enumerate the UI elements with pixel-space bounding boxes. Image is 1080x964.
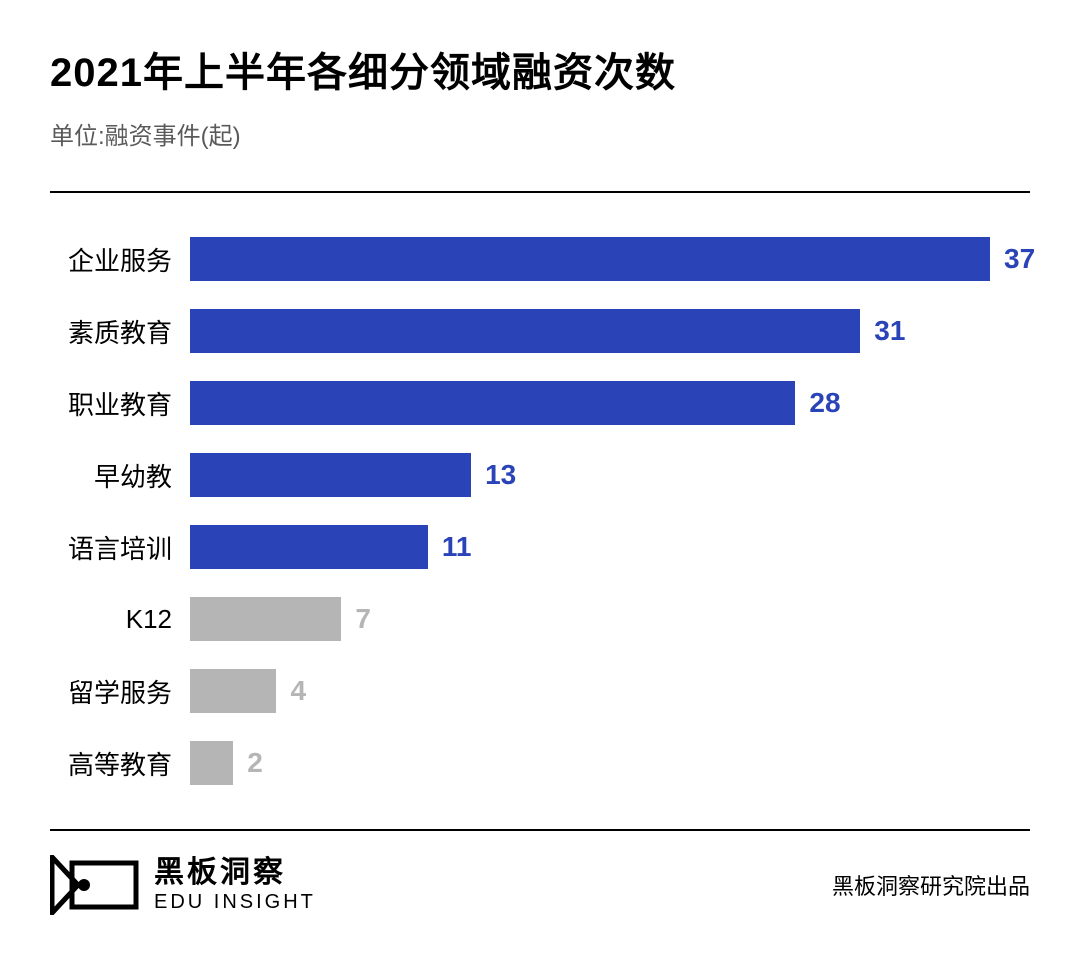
bar-row: K12 7 (50, 583, 1030, 655)
bar-value: 28 (809, 387, 840, 419)
bar-row: 素质教育 31 (50, 295, 1030, 367)
bar-row: 企业服务37 (50, 223, 1030, 295)
bar-label: 企业服务 (50, 241, 190, 278)
bar-row: 语言培训 11 (50, 511, 1030, 583)
bar-label: 早幼教 (50, 457, 190, 494)
bar-fill (190, 741, 233, 785)
bar-row: 留学服务 4 (50, 655, 1030, 727)
bar-fill (190, 669, 276, 713)
bar-fill (190, 309, 860, 353)
bar-value: 7 (355, 603, 371, 635)
bar-row: 早幼教 13 (50, 439, 1030, 511)
brand-block: 黑板洞察 EDU INSIGHT (50, 855, 316, 915)
bar-row: 高等教育 2 (50, 727, 1030, 799)
bar-value: 31 (874, 315, 905, 347)
bar-value: 2 (247, 747, 263, 779)
bar-track: 13 (190, 453, 1030, 497)
bar-track: 31 (190, 309, 1030, 353)
bar-track: 37 (190, 237, 1035, 281)
brand-name-cn: 黑板洞察 (154, 856, 316, 891)
bar-track: 28 (190, 381, 1030, 425)
bar-value: 13 (485, 459, 516, 491)
footer: 黑板洞察 EDU INSIGHT 黑板洞察研究院出品 (50, 831, 1030, 915)
bar-label: 留学服务 (50, 673, 190, 710)
brand-name-en: EDU INSIGHT (154, 891, 316, 914)
bar-track: 2 (190, 741, 1030, 785)
chart-area: 企业服务37 素质教育 31 职业教育 28 早幼教 13 语言培训 11 K12 7 留学服务 4 高等… (50, 191, 1030, 819)
bar-value: 11 (442, 531, 472, 563)
bar-track: 4 (190, 669, 1030, 713)
chart-title: 2021年上半年各细分领域融资次数 (50, 40, 1030, 98)
bar-label: 职业教育 (50, 385, 190, 422)
brand-text: 黑板洞察 EDU INSIGHT (154, 856, 316, 914)
credit-text: 黑板洞察研究院出品 (832, 869, 1030, 901)
bar-value: 37 (1004, 243, 1035, 275)
bar-label: 高等教育 (50, 745, 190, 782)
bar-fill (190, 381, 795, 425)
chart-subtitle: 单位:融资事件(起) (50, 116, 1030, 151)
bar-track: 7 (190, 597, 1030, 641)
bar-fill (190, 453, 471, 497)
brand-logo-icon (50, 855, 140, 915)
bar-value: 4 (290, 675, 306, 707)
bar-row: 职业教育 28 (50, 367, 1030, 439)
bar-track: 11 (190, 525, 1030, 569)
bar-label: 语言培训 (50, 529, 190, 566)
bar-fill (190, 597, 341, 641)
bar-fill (190, 525, 428, 569)
bar-fill (190, 237, 990, 281)
bar-label: 素质教育 (50, 313, 190, 350)
bar-label: K12 (50, 604, 190, 635)
